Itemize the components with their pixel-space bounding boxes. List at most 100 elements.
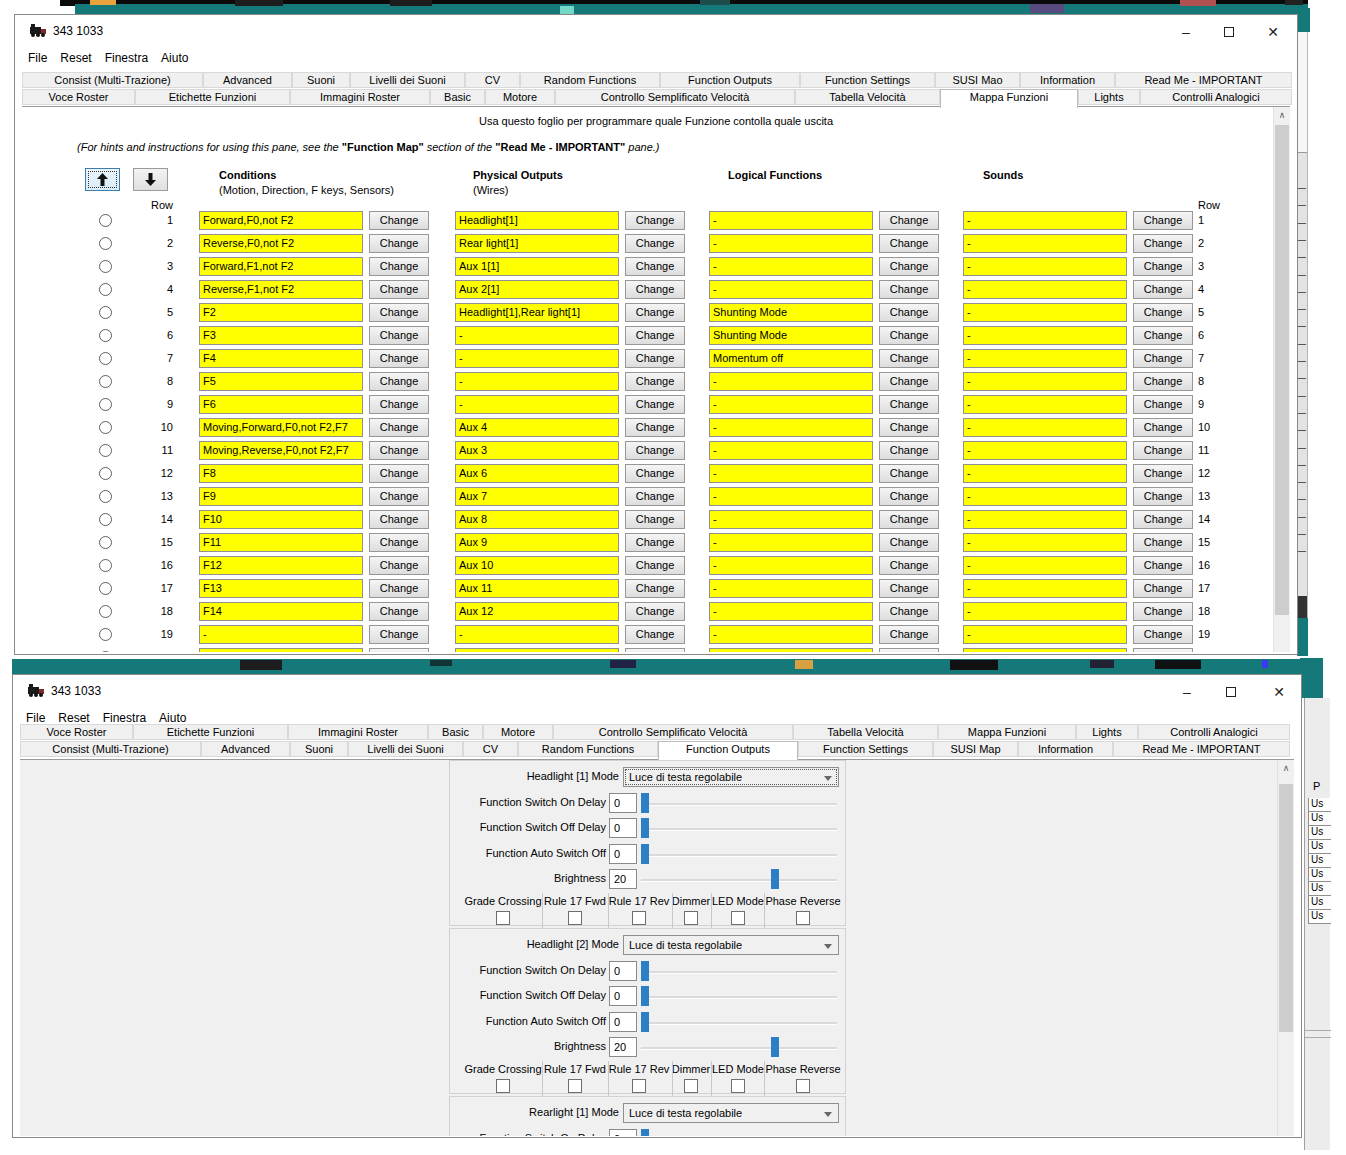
tab-controllo-semplificato-velocit-[interactable]: Controllo Semplificato Velocità [555,89,795,105]
change-sounds-button[interactable]: Change [1133,349,1193,368]
sounds-field[interactable]: - [963,510,1127,529]
tab-information[interactable]: Information [1018,741,1113,757]
change-logical-button[interactable]: Change [879,211,939,230]
change-physical-button[interactable]: Change [625,234,685,253]
tab-consist-multi-trazione-[interactable]: Consist (Multi-Trazione) [20,741,201,757]
slider-track[interactable] [641,803,837,805]
row-radio[interactable] [99,398,112,411]
physical-field[interactable]: - [455,625,619,644]
mode-dropdown[interactable]: Luce di testa regolabile [623,1103,839,1123]
row-radio[interactable] [99,490,112,503]
change-sounds-button[interactable]: Change [1133,303,1193,322]
row-radio[interactable] [99,283,112,296]
change-sounds-button[interactable]: Change [1133,556,1193,575]
change-conditions-button[interactable]: Change [369,211,429,230]
scrollbar-thumb[interactable] [1275,125,1289,615]
tab-motore[interactable]: Motore [485,89,555,105]
checkbox-led-mode[interactable] [731,1079,745,1093]
change-conditions-button[interactable]: Change [369,280,429,299]
conditions-field[interactable]: Forward,F1,not F2 [199,257,363,276]
change-logical-button[interactable]: Change [879,234,939,253]
slider-thumb[interactable] [641,1012,649,1032]
logical-field[interactable]: Momentum off [709,349,873,368]
slider-track[interactable] [641,1047,837,1049]
minimize-button[interactable]: – [1171,21,1201,43]
slider-thumb[interactable] [641,818,649,838]
tab-lights[interactable]: Lights [1078,89,1140,105]
sounds-field[interactable]: - [963,372,1127,391]
slider-track[interactable] [641,971,837,973]
change-conditions-button[interactable]: Change [369,625,429,644]
change-logical-button[interactable]: Change [879,418,939,437]
logical-field[interactable]: - [709,579,873,598]
tab-mappa-funzioni[interactable]: Mappa Funzioni [940,89,1078,108]
logical-field[interactable] [709,648,873,652]
menu-file[interactable]: File [28,48,47,65]
checkbox-dimmer[interactable] [684,911,698,925]
mode-dropdown[interactable]: Luce di testa regolabile [623,935,839,955]
physical-field[interactable]: Aux 12 [455,602,619,621]
move-row-down-button[interactable] [133,168,168,191]
logical-field[interactable]: - [709,487,873,506]
physical-field[interactable]: Aux 11 [455,579,619,598]
change-logical-button[interactable]: Change [879,280,939,299]
change-sounds-button[interactable]: Change [1133,533,1193,552]
row-radio[interactable] [99,306,112,319]
checkbox-phase-reverse[interactable] [796,1079,810,1093]
logical-field[interactable]: Shunting Mode [709,326,873,345]
row-radio[interactable] [99,375,112,388]
conditions-field[interactable]: F14 [199,602,363,621]
conditions-field[interactable]: Moving,Forward,F0,not F2,F7 [199,418,363,437]
tab-function-settings[interactable]: Function Settings [800,72,935,88]
change-conditions-button[interactable]: Change [369,510,429,529]
slider-value-input[interactable]: 0 [609,818,637,838]
slider-thumb[interactable] [641,986,649,1006]
tab-information[interactable]: Information [1020,72,1115,88]
logical-field[interactable]: - [709,510,873,529]
row-radio[interactable] [99,214,112,227]
logical-field[interactable]: Shunting Mode [709,303,873,322]
tab-cv[interactable]: CV [465,72,520,88]
tab-tabella-velocit-[interactable]: Tabella Velocità [793,724,938,740]
tab-voce-roster[interactable]: Voce Roster [20,724,133,740]
physical-field[interactable]: Aux 8 [455,510,619,529]
change-logical-button[interactable]: Change [879,395,939,414]
change-logical-button[interactable]: Change [879,441,939,460]
slider-thumb[interactable] [771,869,779,889]
change-logical-button[interactable]: Change [879,625,939,644]
checkbox-grade-crossing[interactable] [496,911,510,925]
tab-voce-roster[interactable]: Voce Roster [22,89,135,105]
logical-field[interactable]: - [709,395,873,414]
move-row-up-button[interactable] [85,168,120,191]
sounds-field[interactable]: - [963,556,1127,575]
conditions-field[interactable]: F5 [199,372,363,391]
change-conditions-button[interactable]: Change [369,257,429,276]
physical-field[interactable]: Headlight[1] [455,211,619,230]
row-radio[interactable] [99,444,112,457]
tab-read-me-important[interactable]: Read Me - IMPORTANT [1113,741,1290,757]
row-radio[interactable] [99,352,112,365]
physical-field[interactable]: Aux 2[1] [455,280,619,299]
change-sounds-button[interactable]: Change [1133,211,1193,230]
sounds-field[interactable]: - [963,326,1127,345]
change-logical-button[interactable]: Change [879,303,939,322]
row-radio[interactable] [99,559,112,572]
physical-field[interactable]: Aux 4 [455,418,619,437]
tab-mappa-funzioni[interactable]: Mappa Funzioni [938,724,1076,740]
change-logical-button[interactable]: Change [879,372,939,391]
change-sounds-button[interactable]: Change [1133,257,1193,276]
change-conditions-button[interactable]: Change [369,234,429,253]
menu-finestra[interactable]: Finestra [105,48,148,65]
scroll-up-button[interactable]: ∧ [1274,107,1290,124]
sounds-field[interactable]: - [963,257,1127,276]
change-physical-button[interactable]: Change [625,487,685,506]
change-physical-button[interactable]: Change [625,464,685,483]
change-sounds-button[interactable]: Change [1133,395,1193,414]
tab-controllo-semplificato-velocit-[interactable]: Controllo Semplificato Velocità [553,724,793,740]
menu-finestra[interactable]: Finestra [103,708,146,725]
slider-value-input[interactable]: 20 [609,869,637,889]
checkbox-grade-crossing[interactable] [496,1079,510,1093]
sounds-field[interactable]: - [963,211,1127,230]
sounds-field[interactable]: - [963,280,1127,299]
row-radio[interactable] [99,582,112,595]
